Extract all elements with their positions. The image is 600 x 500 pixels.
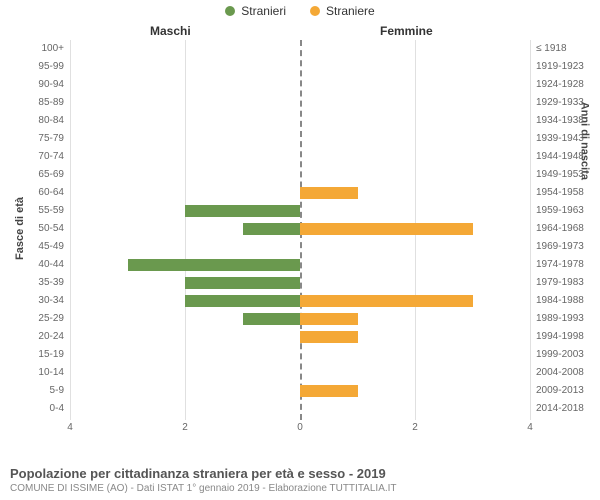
birth-year-label: 2009-2013 [536, 384, 600, 398]
x-tick-label: 0 [297, 422, 303, 433]
age-row: 15-191999-2003 [70, 348, 530, 366]
bar-female [300, 385, 358, 397]
bar-female [300, 187, 358, 199]
plot-surface: 42024100+≤ 191895-991919-192390-941924-1… [70, 40, 530, 420]
birth-year-label: 1949-1953 [536, 168, 600, 182]
age-label: 20-24 [4, 330, 64, 344]
age-label: 75-79 [4, 132, 64, 146]
age-row: 50-541964-1968 [70, 222, 530, 240]
age-row: 65-691949-1953 [70, 168, 530, 186]
birth-year-label: 1954-1958 [536, 186, 600, 200]
age-row: 30-341984-1988 [70, 294, 530, 312]
age-row: 75-791939-1943 [70, 132, 530, 150]
birth-year-label: 1974-1978 [536, 258, 600, 272]
age-row: 100+≤ 1918 [70, 42, 530, 60]
bar-female [300, 223, 473, 235]
birth-year-label: 1969-1973 [536, 240, 600, 254]
bar-female [300, 295, 473, 307]
birth-year-label: 1939-1943 [536, 132, 600, 146]
birth-year-label: 1944-1948 [536, 150, 600, 164]
header-female: Femmine [380, 24, 433, 38]
age-label: 100+ [4, 42, 64, 56]
age-row: 40-441974-1978 [70, 258, 530, 276]
birth-year-label: ≤ 1918 [536, 42, 600, 56]
age-row: 95-991919-1923 [70, 60, 530, 78]
legend-item-female: Straniere [310, 4, 375, 18]
age-label: 15-19 [4, 348, 64, 362]
x-tick-label: 2 [412, 422, 418, 433]
legend-label-female: Straniere [326, 4, 375, 18]
age-label: 80-84 [4, 114, 64, 128]
age-row: 80-841934-1938 [70, 114, 530, 132]
age-label: 0-4 [4, 402, 64, 416]
birth-year-label: 1919-1923 [536, 60, 600, 74]
birth-year-label: 1924-1928 [536, 78, 600, 92]
birth-year-label: 1934-1938 [536, 114, 600, 128]
age-row: 60-641954-1958 [70, 186, 530, 204]
age-label: 5-9 [4, 384, 64, 398]
age-label: 35-39 [4, 276, 64, 290]
birth-year-label: 1989-1993 [536, 312, 600, 326]
birth-year-label: 2014-2018 [536, 402, 600, 416]
age-label: 70-74 [4, 150, 64, 164]
bar-male [243, 223, 301, 235]
bar-female [300, 331, 358, 343]
x-tick-label: 2 [182, 422, 188, 433]
bar-male [128, 259, 301, 271]
age-row: 10-142004-2008 [70, 366, 530, 384]
age-label: 55-59 [4, 204, 64, 218]
bar-male [243, 313, 301, 325]
age-label: 95-99 [4, 60, 64, 74]
age-row: 70-741944-1948 [70, 150, 530, 168]
x-tick-label: 4 [67, 422, 73, 433]
birth-year-label: 1999-2003 [536, 348, 600, 362]
legend-dot-female [310, 6, 320, 16]
age-label: 85-89 [4, 96, 64, 110]
age-label: 10-14 [4, 366, 64, 380]
age-row: 45-491969-1973 [70, 240, 530, 258]
birth-year-label: 2004-2008 [536, 366, 600, 380]
bar-female [300, 313, 358, 325]
x-tick-label: 4 [527, 422, 533, 433]
age-label: 90-94 [4, 78, 64, 92]
birth-year-label: 1929-1933 [536, 96, 600, 110]
bar-male [185, 277, 300, 289]
age-row: 55-591959-1963 [70, 204, 530, 222]
age-row: 20-241994-1998 [70, 330, 530, 348]
birth-year-label: 1984-1988 [536, 294, 600, 308]
age-label: 40-44 [4, 258, 64, 272]
chart-area: 4 2 0 2 4 100+≤ 191895-991919-192390-941924-1… [70, 40, 530, 440]
age-row: 0-42014-2018 [70, 402, 530, 420]
age-label: 45-49 [4, 240, 64, 254]
age-label: 50-54 [4, 222, 64, 236]
bar-male [185, 205, 300, 217]
caption-title: Popolazione per cittadinanza straniera p… [10, 466, 590, 481]
birth-year-label: 1994-1998 [536, 330, 600, 344]
age-label: 30-34 [4, 294, 64, 308]
caption: Popolazione per cittadinanza straniera p… [10, 466, 590, 494]
age-label: 25-29 [4, 312, 64, 326]
birth-year-label: 1959-1963 [536, 204, 600, 218]
age-row: 35-391979-1983 [70, 276, 530, 294]
gridline [530, 40, 531, 420]
legend-item-male: Stranieri [225, 4, 286, 18]
birth-year-label: 1979-1983 [536, 276, 600, 290]
age-row: 25-291989-1993 [70, 312, 530, 330]
caption-subtitle: COMUNE DI ISSIME (AO) - Dati ISTAT 1° ge… [10, 483, 590, 494]
age-row: 85-891929-1933 [70, 96, 530, 114]
age-row: 90-941924-1928 [70, 78, 530, 96]
legend: Stranieri Straniere [0, 0, 600, 18]
birth-year-label: 1964-1968 [536, 222, 600, 236]
bar-male [185, 295, 300, 307]
legend-label-male: Stranieri [241, 4, 286, 18]
legend-dot-male [225, 6, 235, 16]
age-label: 65-69 [4, 168, 64, 182]
age-label: 60-64 [4, 186, 64, 200]
header-male: Maschi [150, 24, 191, 38]
age-row: 5-92009-2013 [70, 384, 530, 402]
